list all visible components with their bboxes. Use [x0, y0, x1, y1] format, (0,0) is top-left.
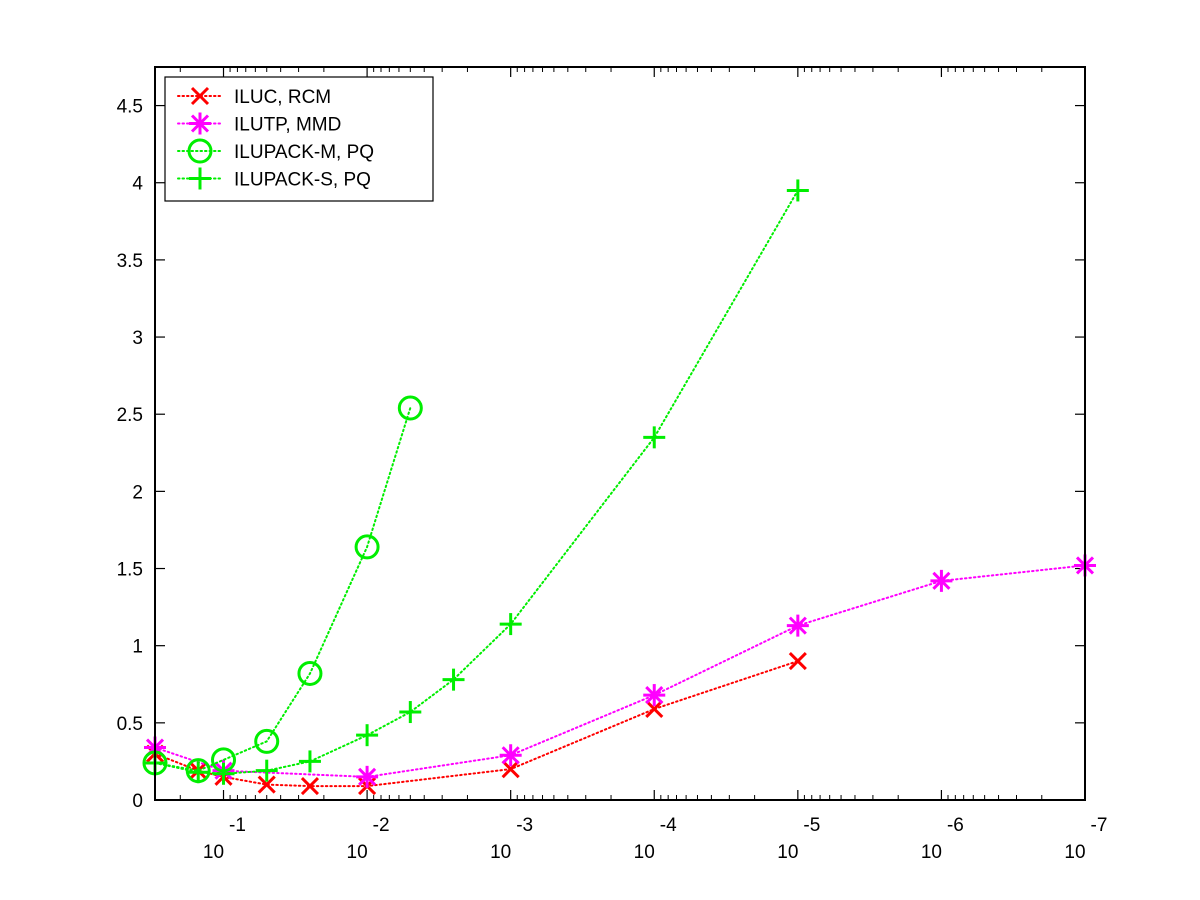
data-point: [297, 660, 323, 686]
data-point: [298, 750, 321, 773]
y-tick-label: 0: [132, 791, 143, 812]
x-tick-label-exponent: -6: [947, 815, 964, 836]
data-point: [354, 534, 380, 560]
x-tick-label-exponent: -3: [516, 815, 533, 836]
y-tick-label: 4: [132, 174, 143, 195]
data-point: [356, 765, 379, 788]
legend-box: [164, 76, 434, 202]
x-tick-label-base: 10: [203, 842, 224, 863]
data-point: [254, 728, 280, 754]
y-tick-label: 0.5: [117, 714, 143, 735]
x-tick-label-exponent: -2: [373, 815, 390, 836]
data-point: [643, 426, 666, 449]
data-point: [786, 614, 809, 637]
y-tick-label: 1: [132, 637, 143, 658]
series-line: [154, 407, 412, 772]
legend-label: ILUPACK-S, PQ: [234, 170, 371, 191]
data-point: [643, 684, 666, 707]
legend-items: ILUC, RCM ILUTP, MMD ILUPACK-M, PQ ILUPACK-…: [177, 86, 374, 191]
data-point: [212, 762, 235, 785]
legend-marker: [189, 112, 211, 135]
axes-box: [154, 66, 1086, 801]
y-tick-label: 3.5: [117, 251, 143, 272]
data-point: [255, 759, 278, 782]
y-tick-label: 4.5: [117, 97, 143, 118]
x-tick-label-exponent: -5: [803, 815, 820, 836]
legend-marker: [189, 167, 211, 190]
x-tick-label-base: 10: [490, 842, 511, 863]
data-point: [356, 724, 379, 747]
x-tick-label-base: 10: [777, 842, 798, 863]
legend: ILUC, RCM ILUTP, MMD ILUPACK-M, PQ ILUPACK-…: [164, 76, 434, 202]
x-tick-label-exponent: -4: [660, 815, 677, 836]
y-tick-label: 2: [132, 482, 143, 503]
data-point: [300, 777, 320, 796]
data-point: [187, 761, 210, 784]
data-point: [930, 569, 953, 592]
legend-label: ILUTP, MMD: [234, 115, 341, 136]
legend-label: ILUPACK-M, PQ: [234, 142, 374, 163]
y-tick-label: 2.5: [117, 405, 143, 426]
legend-marker: [187, 138, 213, 164]
tick-labels-layer: 00.511.522.533.544.510-110-210-310-410-5…: [117, 97, 1108, 863]
data-point: [442, 668, 465, 691]
data-point: [399, 701, 422, 724]
legend-marker: [190, 86, 210, 106]
x-tick-label-exponent: -7: [1091, 815, 1108, 836]
x-tick-label-base: 10: [921, 842, 942, 863]
x-tick-label-exponent: -1: [229, 815, 246, 836]
data-point: [397, 395, 423, 421]
series-line: [154, 564, 1086, 778]
data-point: [499, 744, 522, 767]
series-layer: [142, 179, 1096, 796]
x-tick-label-base: 10: [1064, 842, 1085, 863]
y-tick-label: 3: [132, 328, 143, 349]
data-point: [788, 652, 807, 671]
data-point: [786, 179, 809, 202]
data-point: [499, 613, 522, 636]
data-point: [645, 699, 664, 719]
x-tick-label-base: 10: [347, 842, 368, 863]
y-tick-label: 1.5: [117, 560, 143, 581]
legend-label: ILUC, RCM: [234, 87, 331, 108]
data-point: [257, 775, 276, 794]
data-point: [501, 760, 520, 779]
x-tick-label-base: 10: [634, 842, 655, 863]
